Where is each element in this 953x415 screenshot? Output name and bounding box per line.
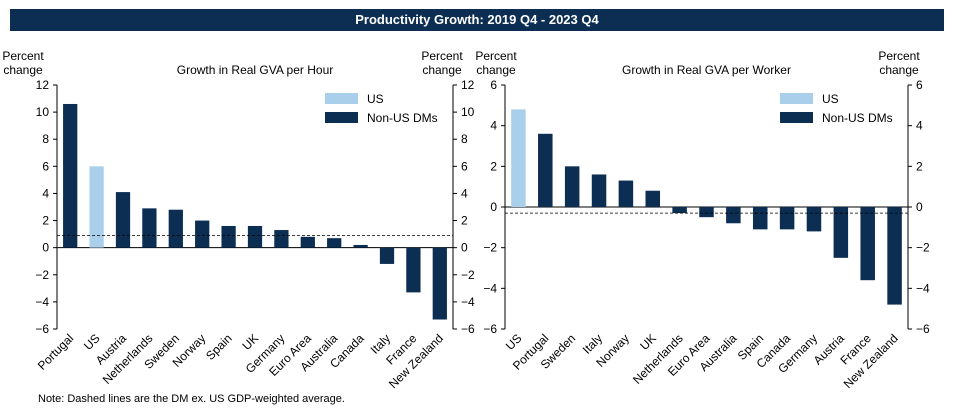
footnote: Note: Dashed lines are the DM ex. US GDP… <box>38 393 345 405</box>
bar-new-zealand <box>887 207 902 305</box>
y-tick-label-left: 10 <box>36 105 50 119</box>
y-tick-label-left: 2 <box>490 159 497 173</box>
y-tick-label-left: 0 <box>490 200 497 214</box>
legend-swatch-non-us-dms <box>325 112 358 123</box>
y-tick-label-right: 2 <box>916 159 923 173</box>
bar-euro-area <box>699 207 714 218</box>
y-tick-label-right: −6 <box>461 322 475 336</box>
y-tick-label-right: 4 <box>461 186 468 200</box>
y-tick-label-left: 4 <box>42 186 49 200</box>
y-tick-label-left: 0 <box>42 241 49 255</box>
x-tick-label-us: US <box>503 331 525 353</box>
bar-australia <box>327 238 342 248</box>
chart-banner-title: Productivity Growth: 2019 Q4 - 2023 Q4 <box>10 9 944 31</box>
bar-spain <box>221 225 236 248</box>
y-tick-label-right: −6 <box>916 322 930 336</box>
y-tick-label-right: −4 <box>916 281 930 295</box>
y-tick-label-left: −2 <box>35 268 49 282</box>
bar-us <box>89 166 104 248</box>
y-tick-label-right: −4 <box>461 295 475 309</box>
y-tick-label-left: 6 <box>42 159 49 173</box>
bar-portugal <box>538 133 553 207</box>
bar-sweden <box>564 166 580 207</box>
legend-swatch-us <box>780 93 813 104</box>
bar-sweden <box>168 209 183 248</box>
y-tick-label-left: 8 <box>42 132 49 146</box>
bar-netherlands <box>142 208 157 248</box>
chart-gva-per-worker: Growth in Real GVA per Worker Percent chan… <box>476 49 930 391</box>
bar-new-zealand <box>432 247 447 320</box>
y-tick-label-right: 8 <box>461 132 468 146</box>
legend-swatch-non-us-dms <box>780 112 813 123</box>
bar-germany <box>806 207 822 232</box>
bar-canada <box>353 244 368 248</box>
y-axis-label-right: Percent change <box>421 49 463 77</box>
x-tick-label-uk: UK <box>637 331 659 353</box>
bar-uk <box>247 225 263 248</box>
y-tick-label-left: −4 <box>483 281 497 295</box>
y-tick-label-right: 0 <box>461 241 468 255</box>
y-axis-label-right: Percent change <box>878 49 920 77</box>
y-tick-label-right: 6 <box>461 159 468 173</box>
x-tick-label-spain: Spain <box>203 331 235 363</box>
y-tick-label-right: 6 <box>916 78 923 92</box>
bar-spain <box>752 207 768 230</box>
y-tick-label-left: −2 <box>483 241 497 255</box>
bar-germany <box>274 230 289 248</box>
y-tick-label-left: −6 <box>35 322 49 336</box>
bar-italy <box>379 247 395 264</box>
bar-netherlands <box>672 207 687 214</box>
bar-norway <box>618 180 634 207</box>
y-tick-label-right: 4 <box>916 119 923 133</box>
bar-italy <box>591 174 607 207</box>
chart-panel-gva-per-worker: Growth in Real GVA per Worker Percent chan… <box>476 40 953 395</box>
legend-swatch-us <box>325 93 358 104</box>
bar-uk <box>645 190 661 207</box>
legend-label-non-us-dms: Non-US DMs <box>822 111 893 125</box>
y-tick-label-right: −2 <box>916 241 930 255</box>
y-tick-label-right: 2 <box>461 214 468 228</box>
bar-france <box>406 247 421 293</box>
y-tick-label-right: −2 <box>461 268 475 282</box>
bar-norway <box>195 220 210 248</box>
bar-euro-area <box>300 236 315 248</box>
bar-canada <box>779 207 795 230</box>
bar-us <box>511 109 526 207</box>
legend-label-non-us-dms: Non-US DMs <box>367 111 438 125</box>
y-tick-label-left: 6 <box>490 78 497 92</box>
y-tick-label-left: 2 <box>42 214 49 228</box>
bar-australia <box>726 207 741 224</box>
legend-label-us: US <box>822 92 839 106</box>
y-axis-label-left: Percent change <box>476 49 517 77</box>
chart-gva-per-hour: Growth in Real GVA per Hour Percent change… <box>2 49 475 391</box>
y-tick-label-right: 0 <box>916 200 923 214</box>
bar-france <box>860 207 875 281</box>
y-tick-label-right: 12 <box>461 78 475 92</box>
bar-austria <box>115 192 131 248</box>
y-tick-label-left: 4 <box>490 119 497 133</box>
chart-panel-gva-per-hour: Growth in Real GVA per Hour Percent change… <box>0 40 476 395</box>
bar-portugal <box>63 103 78 248</box>
y-tick-label-left: 12 <box>36 78 50 92</box>
y-tick-label-left: −4 <box>35 295 49 309</box>
chart-title: Growth in Real GVA per Worker <box>622 63 791 77</box>
y-axis-label-left: Percent change <box>2 49 44 77</box>
x-tick-label-portugal: Portugal <box>35 331 77 373</box>
chart-title: Growth in Real GVA per Hour <box>177 63 334 77</box>
bar-austria <box>833 207 849 258</box>
y-tick-label-right: 10 <box>461 105 475 119</box>
y-tick-label-left: −6 <box>483 322 497 336</box>
legend-label-us: US <box>367 92 384 106</box>
